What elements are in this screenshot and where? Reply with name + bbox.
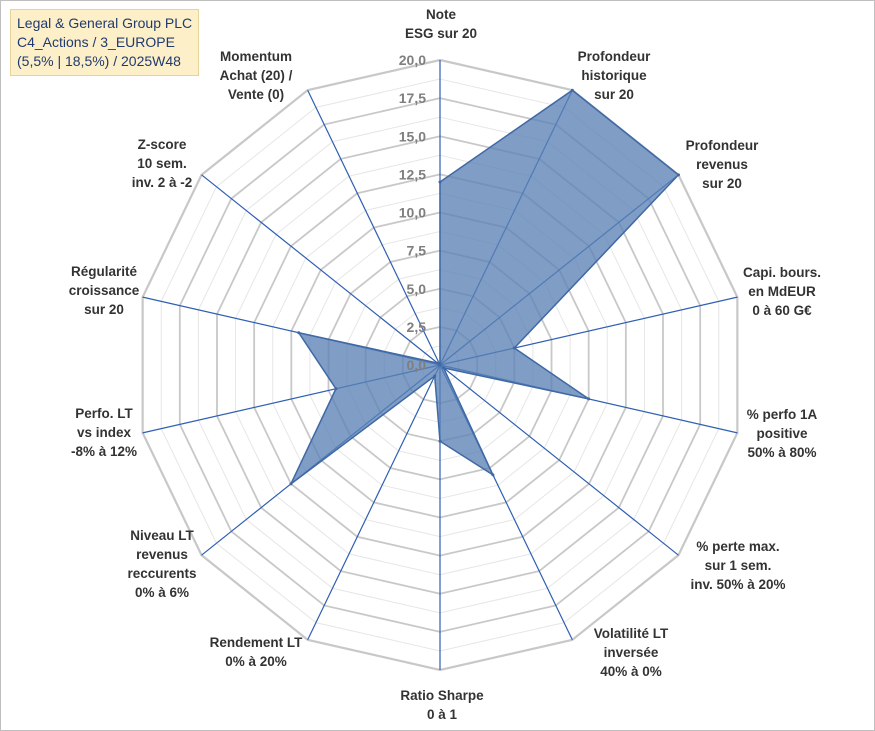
axis-label-line: 0 à 60 G€ xyxy=(752,303,812,318)
axis-label-line: Momentum xyxy=(220,49,292,64)
axis-label-line: 0% à 20% xyxy=(225,654,287,669)
axis-label: Niveau LT revenus reccurents 0% à 6% xyxy=(127,528,196,600)
axis-spoke xyxy=(201,174,441,366)
axis-label-line: Profondeur xyxy=(686,138,759,153)
axis-label-line: inv. 50% à 20% xyxy=(690,577,785,592)
axis-label: Note ESG sur 20 xyxy=(405,7,477,41)
title-company: Legal & General Group PLC xyxy=(17,15,193,31)
radar-axis-labels: Note ESG sur 20 Profondeur historique sur 20… xyxy=(69,7,821,722)
data-point xyxy=(587,397,591,401)
axis-label-line: 0 à 1 xyxy=(427,707,458,722)
title-params: (5,5% | 18,5%) / 2025W48 xyxy=(17,53,181,69)
axis-label-line: croissance xyxy=(69,283,140,298)
axis-label-line: sur 20 xyxy=(702,176,742,191)
axis-label-line: Vente (0) xyxy=(228,87,284,102)
axis-label-line: revenus xyxy=(136,547,188,562)
tick-label: 12,5 xyxy=(399,166,426,182)
tick-label: 5,0 xyxy=(407,281,427,297)
axis-label: Z-score 10 sem. inv. 2 à -2 xyxy=(132,137,193,190)
data-point xyxy=(438,180,442,184)
data-point xyxy=(436,361,440,365)
axis-label-line: Achat (20) / xyxy=(220,68,293,83)
axis-label-line: sur 1 sem. xyxy=(705,558,772,573)
axis-label-line: vs index xyxy=(77,425,132,440)
axis-label-line: historique xyxy=(581,68,647,83)
data-point xyxy=(334,387,338,391)
axis-label: Volatilité LT inversée 40% à 0% xyxy=(594,626,669,679)
axis-label-line: Capi. bours. xyxy=(743,265,821,280)
axis-spoke xyxy=(439,364,679,556)
axis-label: Perfo. LT vs index -8% à 12% xyxy=(71,406,137,459)
axis-label: Momentum Achat (20) / Vente (0) xyxy=(220,49,293,102)
data-point xyxy=(297,331,301,335)
tick-label: 17,5 xyxy=(399,90,426,106)
axis-label-line: Régularité xyxy=(71,264,138,279)
axis-spoke xyxy=(307,89,441,366)
axis-label-line: 10 sem. xyxy=(137,156,187,171)
axis-label: % perte max. sur 1 sem. inv. 50% à 20% xyxy=(690,539,785,592)
tick-label: 0,0 xyxy=(407,357,427,373)
axis-label-line: Volatilité LT xyxy=(594,626,669,641)
axis-label: Profondeur revenus sur 20 xyxy=(686,138,759,191)
axis-label-line: 50% à 80% xyxy=(747,445,816,460)
data-point xyxy=(442,366,446,370)
tick-label: 2,5 xyxy=(407,319,427,335)
tick-label: 7,5 xyxy=(407,243,427,259)
axis-label-line: Rendement LT xyxy=(210,635,304,650)
data-point xyxy=(438,439,442,443)
axis-label-line: % perfo 1A xyxy=(747,407,818,422)
axis-label-line: revenus xyxy=(696,157,748,172)
title-category: C4_Actions / 3_EUROPE xyxy=(17,34,175,50)
axis-label-line: reccurents xyxy=(127,566,196,581)
axis-label-line: 40% à 0% xyxy=(600,664,662,679)
axis-label: % perfo 1A positive 50% à 80% xyxy=(747,407,818,460)
axis-label-line: inv. 2 à -2 xyxy=(132,175,193,190)
axis-label: Capi. bours. en MdEUR 0 à 60 G€ xyxy=(743,265,821,318)
data-point xyxy=(438,363,442,367)
axis-label-line: ESG sur 20 xyxy=(405,26,477,41)
data-point xyxy=(491,473,495,477)
axis-label-line: sur 20 xyxy=(84,302,124,317)
axis-label-line: Niveau LT xyxy=(130,528,194,543)
axis-label-line: % perte max. xyxy=(696,539,779,554)
radar-series xyxy=(289,88,680,486)
axis-label-line: positive xyxy=(756,426,808,441)
axis-label: Profondeur historique sur 20 xyxy=(578,49,651,102)
data-point xyxy=(433,374,437,378)
data-point xyxy=(512,346,516,350)
data-point xyxy=(676,173,680,177)
axis-label-line: Ratio Sharpe xyxy=(400,688,484,703)
tick-label: 20,0 xyxy=(399,52,426,68)
axis-label: Régularité croissance sur 20 xyxy=(69,264,140,317)
axis-label-line: sur 20 xyxy=(594,87,634,102)
axis-label-line: Z-score xyxy=(138,137,187,152)
axis-label-line: en MdEUR xyxy=(748,284,816,299)
data-point xyxy=(289,482,293,486)
axis-label-line: Profondeur xyxy=(578,49,651,64)
tick-label: 10,0 xyxy=(399,205,426,221)
tick-label: 15,0 xyxy=(399,128,426,144)
chart-title-box: Legal & General Group PLC C4_Actions / 3… xyxy=(10,9,200,76)
axis-label-line: Perfo. LT xyxy=(75,406,133,421)
axis-label-line: -8% à 12% xyxy=(71,444,137,459)
axis-label: Ratio Sharpe 0 à 1 xyxy=(400,688,484,722)
axis-spoke xyxy=(307,364,441,641)
data-point xyxy=(570,88,574,92)
axis-label-line: 0% à 6% xyxy=(135,585,189,600)
axis-label-line: Note xyxy=(426,7,456,22)
axis-label-line: inversée xyxy=(604,645,659,660)
axis-label: Rendement LT 0% à 20% xyxy=(210,635,304,669)
radar-tick-labels: 0,0 2,5 5,0 7,5 10,0 12,5 15,0 17,5 20,0 xyxy=(399,52,426,373)
